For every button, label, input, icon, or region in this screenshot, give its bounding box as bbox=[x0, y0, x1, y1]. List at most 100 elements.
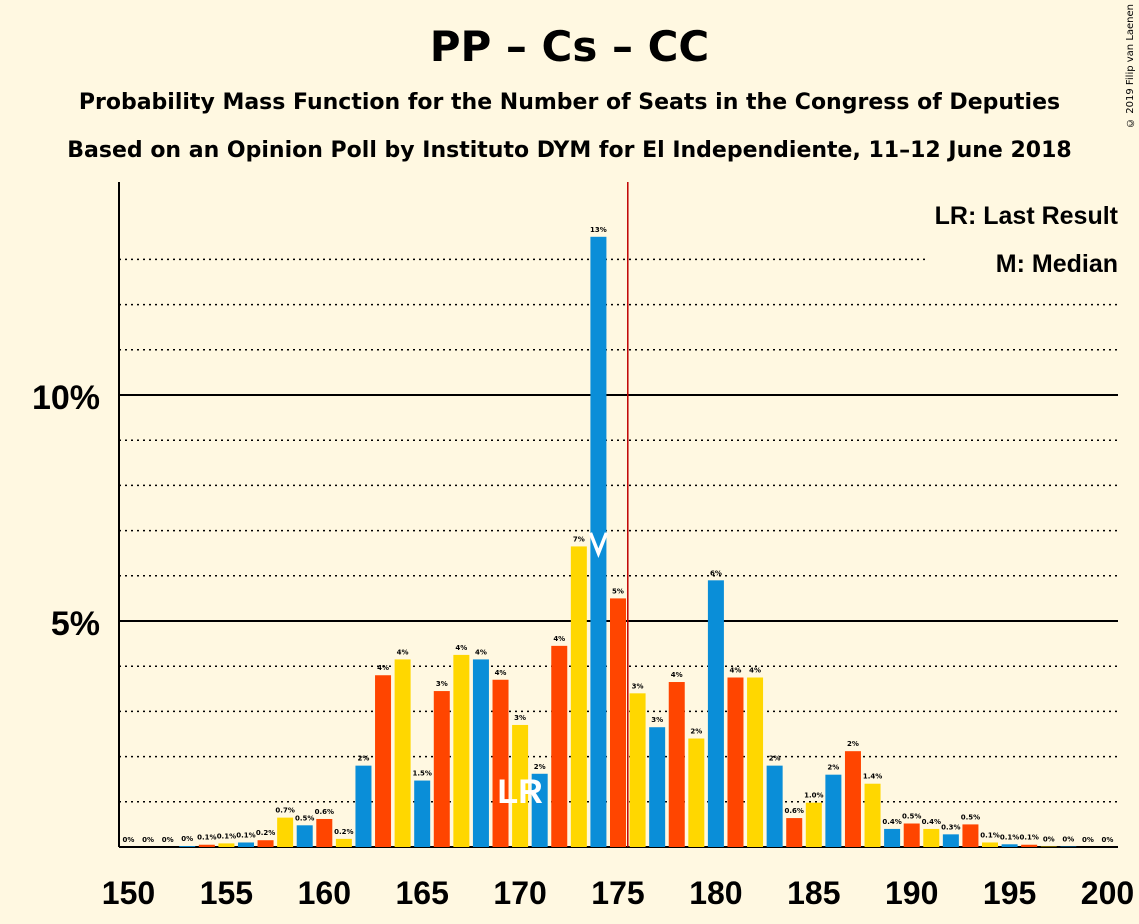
bar-value-label: 7% bbox=[573, 535, 585, 543]
bar bbox=[629, 693, 646, 847]
bar bbox=[472, 659, 489, 847]
bar bbox=[394, 659, 411, 847]
legend-median: M: Median bbox=[996, 250, 1118, 278]
bar-value-label: 4% bbox=[495, 669, 507, 677]
bar bbox=[590, 236, 607, 848]
bar-value-label: 2% bbox=[827, 764, 839, 772]
bar-value-label: 0.2% bbox=[334, 828, 353, 836]
bar bbox=[688, 738, 705, 847]
last-result-marker: LR bbox=[497, 773, 542, 811]
bar-value-label: 4% bbox=[749, 667, 761, 675]
median-marker bbox=[588, 532, 609, 558]
bar-value-label: 0.4% bbox=[922, 818, 941, 826]
bar bbox=[649, 727, 666, 847]
bar-value-label: 0.1% bbox=[980, 831, 999, 839]
legend-last-result: LR: Last Result bbox=[935, 202, 1119, 230]
bar bbox=[1001, 844, 1018, 847]
bar-value-label: 2% bbox=[690, 728, 702, 736]
bar bbox=[844, 751, 861, 847]
bar-value-label: 0.6% bbox=[785, 807, 804, 815]
bar bbox=[668, 682, 685, 847]
legend-background bbox=[928, 246, 1118, 280]
bar-value-label: 4% bbox=[671, 671, 683, 679]
bar bbox=[179, 846, 196, 847]
bar-value-label: 0% bbox=[1062, 836, 1074, 844]
bar-value-label: 2% bbox=[847, 740, 859, 748]
bar bbox=[531, 773, 548, 847]
bar bbox=[766, 765, 783, 847]
bar-value-label: 0% bbox=[162, 836, 174, 844]
x-tick-label: 175 bbox=[591, 875, 644, 911]
bar-value-label: 4% bbox=[455, 644, 467, 652]
bar-value-label: 1.0% bbox=[804, 792, 823, 800]
bar-value-label: 4% bbox=[377, 664, 389, 672]
bar-value-label: 3% bbox=[514, 714, 526, 722]
bar-value-label: 4% bbox=[553, 635, 565, 643]
bar bbox=[982, 842, 999, 847]
bar bbox=[551, 645, 568, 847]
bar bbox=[805, 802, 822, 847]
bar bbox=[198, 844, 215, 847]
bar-value-label: 0.1% bbox=[197, 834, 216, 842]
bar bbox=[492, 679, 509, 847]
bar-value-label: 0% bbox=[181, 835, 193, 843]
bar-value-label: 0.4% bbox=[882, 818, 901, 826]
bar bbox=[237, 842, 254, 847]
x-tick-label: 200 bbox=[1081, 875, 1134, 911]
bar-value-label: 1.5% bbox=[412, 770, 431, 778]
bar-value-label: 3% bbox=[651, 716, 663, 724]
bar-value-label: 0.1% bbox=[1000, 833, 1019, 841]
bar bbox=[218, 843, 235, 847]
x-tick-label: 165 bbox=[396, 875, 449, 911]
bar-value-label: 0.5% bbox=[295, 814, 314, 822]
bar-value-label: 2% bbox=[534, 763, 546, 771]
bar-value-label: 3% bbox=[632, 682, 644, 690]
chart-subtitle-source: Based on an Opinion Poll by Instituto DY… bbox=[67, 138, 1072, 163]
bar bbox=[414, 780, 431, 847]
bar-value-label: 0.1% bbox=[217, 832, 236, 840]
bar-value-label: 0.3% bbox=[941, 823, 960, 831]
bar-value-label: 0.2% bbox=[256, 829, 275, 837]
bar-value-label: 2% bbox=[358, 755, 370, 763]
bar bbox=[786, 818, 803, 847]
bar-value-label: 13% bbox=[590, 226, 607, 234]
y-tick-label: 10% bbox=[32, 379, 100, 417]
bar-value-label: 0.5% bbox=[961, 813, 980, 821]
y-tick-label: 5% bbox=[51, 605, 100, 643]
bar-value-label: 0.7% bbox=[275, 807, 294, 815]
x-tick-label: 160 bbox=[298, 875, 351, 911]
bar-value-label: 1.4% bbox=[863, 773, 882, 781]
bar bbox=[962, 824, 979, 847]
bar-value-label: 0.6% bbox=[315, 808, 334, 816]
bar bbox=[942, 834, 959, 847]
legend-background bbox=[928, 198, 1118, 232]
x-tick-label: 180 bbox=[689, 875, 742, 911]
bar-value-label: 0% bbox=[142, 836, 154, 844]
x-tick-label: 150 bbox=[102, 875, 155, 911]
x-tick-label: 170 bbox=[493, 875, 546, 911]
bar bbox=[453, 654, 470, 847]
bar-value-label: 0% bbox=[1043, 836, 1055, 844]
bar bbox=[316, 818, 333, 847]
bar bbox=[707, 580, 724, 847]
bar bbox=[747, 677, 764, 847]
bar-value-label: 4% bbox=[397, 648, 409, 656]
bar bbox=[903, 823, 920, 847]
bar bbox=[375, 675, 392, 847]
chart-title: PP – Cs – CC bbox=[429, 22, 710, 71]
bar bbox=[335, 838, 352, 847]
x-tick-label: 190 bbox=[885, 875, 938, 911]
bar-value-label: 5% bbox=[612, 587, 624, 595]
x-tick-label: 185 bbox=[787, 875, 840, 911]
chart-subtitle: Probability Mass Function for the Number… bbox=[78, 90, 1061, 115]
bar-value-label: 0% bbox=[1082, 836, 1094, 844]
bar bbox=[433, 691, 450, 847]
x-tick-label: 195 bbox=[983, 875, 1036, 911]
bar bbox=[257, 840, 274, 847]
bar-value-label: 2% bbox=[769, 755, 781, 763]
bar-value-label: 0.5% bbox=[902, 812, 921, 820]
bar bbox=[923, 828, 940, 847]
bar bbox=[355, 765, 372, 847]
bar bbox=[570, 546, 587, 847]
